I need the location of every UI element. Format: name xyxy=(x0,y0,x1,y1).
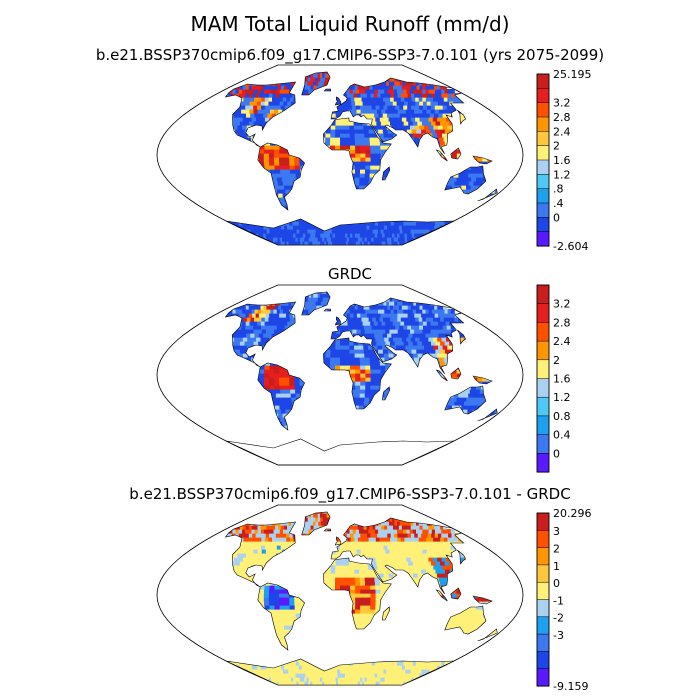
coastline xyxy=(224,291,498,466)
colorbar-label: 2 xyxy=(553,140,560,153)
colorbar-swatch xyxy=(536,530,550,549)
colorbar-label: -2 xyxy=(553,612,564,625)
colorbar-label: 2.4 xyxy=(553,125,571,138)
colorbar-swatch xyxy=(536,102,550,118)
colorbar-label: 20.296 xyxy=(553,507,592,520)
colorbar-swatch xyxy=(536,512,550,531)
colorbar-swatch xyxy=(536,651,550,670)
colorbar-label: -9.159 xyxy=(553,680,588,693)
colorbar-label: -1 xyxy=(553,594,564,607)
panel-title-grdc: GRDC xyxy=(327,265,373,283)
colorbar-model: 25.195 3.22.82.4 21.61.2 .8.40 -2.604 xyxy=(536,68,592,253)
panel-title-model: b.e21.BSSP370cmip6.f09_g17.CMIP6-SSP3-7.… xyxy=(95,46,605,64)
colorbar-swatch xyxy=(536,88,550,104)
colorbar-swatch xyxy=(536,453,550,473)
colorbar-swatch xyxy=(536,378,550,398)
colorbar-swatch xyxy=(536,547,550,566)
colorbar-grdc: 3.2 2.8 2.4 2 1.6 1.2 0.8 0.4 0 xyxy=(536,284,571,473)
map-panel-difference xyxy=(156,504,524,686)
colorbar-label: 2 xyxy=(553,543,560,556)
map-panel-grdc xyxy=(156,284,524,466)
colorbar-swatch xyxy=(536,73,550,89)
colorbar-label: .8 xyxy=(553,183,564,196)
colorbar-swatch xyxy=(536,174,550,190)
colorbar-label: 2.8 xyxy=(553,316,571,329)
colorbar-swatch xyxy=(536,340,550,361)
colorbar-label: 3.2 xyxy=(553,298,571,311)
colorbar-label: 2.8 xyxy=(553,111,571,124)
colorbar-label: 3.2 xyxy=(553,97,571,110)
colorbar-swatch xyxy=(536,633,550,652)
colorbar-swatch xyxy=(536,159,550,175)
coastline xyxy=(224,511,498,686)
colorbar-swatch xyxy=(536,668,550,687)
colorbar-label: 1 xyxy=(553,560,560,573)
colorbar-label: 3 xyxy=(553,525,560,538)
panel-title-difference: b.e21.BSSP370cmip6.f09_g17.CMIP6-SSP3-7.… xyxy=(129,485,571,503)
colorbar-swatch xyxy=(536,564,550,583)
colorbar-swatch xyxy=(536,231,550,247)
colorbar-swatch xyxy=(536,322,550,342)
colorbar-label: 1.2 xyxy=(553,168,571,181)
colorbar-swatch xyxy=(536,217,550,233)
globe-frame xyxy=(156,284,524,466)
colorbar-swatch xyxy=(536,434,550,454)
colorbar-swatch xyxy=(536,359,550,380)
colorbar-swatch xyxy=(536,599,550,618)
colorbar-label: 1.6 xyxy=(553,373,571,386)
map-panel-model xyxy=(156,64,524,246)
globe-frame xyxy=(156,64,524,246)
colorbar-label: 2 xyxy=(553,354,560,367)
coastline xyxy=(224,71,498,246)
colorbar-swatch xyxy=(536,145,550,161)
colorbar-label: 0.4 xyxy=(553,429,571,442)
colorbar-swatch xyxy=(536,415,550,436)
colorbar-label: -3 xyxy=(553,629,564,642)
colorbar-label: 0 xyxy=(553,211,560,224)
colorbar-label: 1.6 xyxy=(553,154,571,167)
colorbar-label: 0 xyxy=(553,577,560,590)
colorbar-swatch xyxy=(536,581,550,601)
figure-title: MAM Total Liquid Runoff (mm/d) xyxy=(190,12,510,36)
colorbar-label: 0.8 xyxy=(553,410,571,423)
colorbar-label: .4 xyxy=(553,197,564,210)
colorbar-label: 1.2 xyxy=(553,391,571,404)
colorbar-label: 2.4 xyxy=(553,335,571,348)
colorbar-label: 25.195 xyxy=(553,68,592,81)
colorbar-swatch xyxy=(536,131,550,147)
colorbar-swatch xyxy=(536,202,550,218)
colorbar-swatch xyxy=(536,303,550,323)
globe-frame xyxy=(156,504,524,686)
colorbar-label: 0 xyxy=(553,447,560,460)
colorbar-swatch xyxy=(536,188,550,204)
colorbar-difference: 20.296 3 2 1 0 -1 -2 -3 -9.159 xyxy=(536,507,592,693)
colorbar-swatch xyxy=(536,396,550,417)
colorbar-swatch xyxy=(536,284,550,305)
colorbar-swatch xyxy=(536,616,550,635)
colorbar-swatch xyxy=(536,116,550,132)
colorbar-label: -2.604 xyxy=(553,240,588,253)
